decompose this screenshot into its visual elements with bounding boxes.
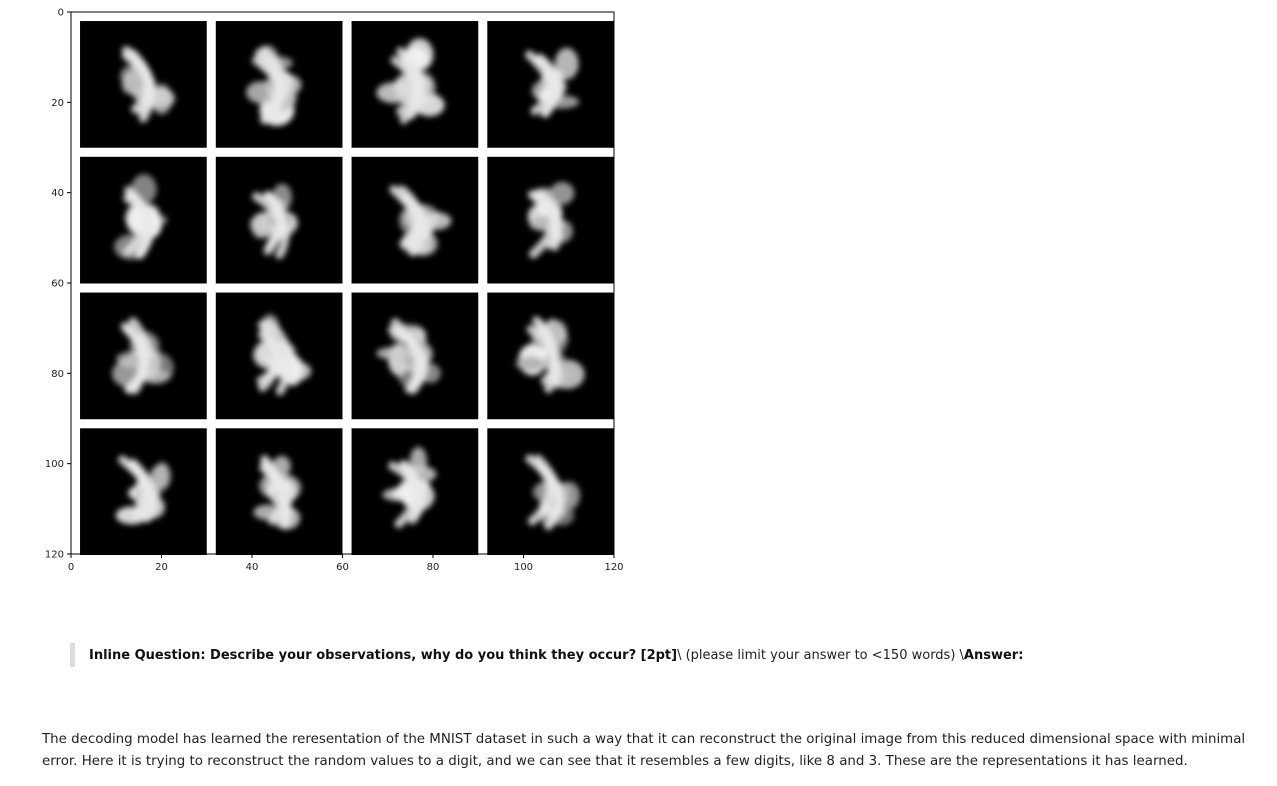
digit-blob	[119, 45, 175, 123]
sample-tile	[215, 428, 343, 555]
sample-tile	[80, 156, 207, 284]
sample-tile	[215, 156, 343, 284]
answer-label: Answer:	[963, 647, 1024, 663]
sample-tile	[80, 21, 207, 148]
x-tick-label: 20	[155, 562, 168, 573]
y-tick-label: 120	[45, 550, 64, 561]
y-tick-label: 60	[51, 279, 64, 290]
sample-tile	[80, 428, 207, 555]
digit-blob	[376, 38, 445, 125]
digit-blob	[527, 181, 575, 259]
sample-tile	[487, 428, 614, 555]
question-text: Inline Question: Describe your observati…	[89, 647, 678, 663]
y-tick-label: 40	[51, 188, 64, 199]
sample-tile	[487, 292, 614, 420]
x-tick-label: 60	[336, 562, 349, 573]
sample-tile	[351, 292, 479, 420]
digit-blob	[389, 185, 452, 257]
digit-blob	[382, 446, 437, 529]
x-tick-label: 100	[514, 562, 533, 573]
sample-tile	[215, 292, 343, 420]
sample-tile	[351, 428, 479, 555]
digit-blob	[112, 317, 174, 395]
image-tiles	[80, 21, 614, 555]
digit-blob	[250, 183, 298, 260]
x-tick-label: 0	[68, 562, 74, 573]
digit-blob	[246, 45, 302, 126]
digit-blob	[115, 455, 171, 525]
digit-blob	[114, 174, 168, 260]
y-tick-label: 80	[51, 369, 64, 380]
digit-blob	[515, 316, 585, 394]
sample-tile	[351, 156, 479, 284]
question-word-limit: \ (please limit your answer to <150 word…	[677, 647, 964, 663]
sample-tile	[351, 21, 479, 148]
y-tick-label: 100	[45, 459, 64, 470]
digit-blob	[524, 47, 580, 118]
digit-blob	[525, 454, 581, 531]
sample-tile	[487, 156, 614, 284]
generated-samples-figure: 0 20 40 60 80 100 120 0 20 40 60 80 100 120	[0, 0, 640, 590]
answer-paragraph: The decoding model has learned the reres…	[42, 732, 1246, 769]
digit-blob	[253, 314, 312, 396]
y-tick-label: 0	[58, 8, 64, 19]
y-tick-label: 20	[51, 98, 64, 109]
digit-blob	[376, 318, 441, 395]
sample-tile	[215, 21, 343, 148]
digit-blob	[253, 455, 302, 530]
x-tick-label: 120	[604, 562, 623, 573]
x-tick-label: 80	[427, 562, 440, 573]
sample-tile	[80, 292, 207, 420]
sample-tile	[487, 21, 614, 148]
inline-question-block: Inline Question: Describe your observati…	[70, 643, 1023, 667]
x-tick-label: 40	[246, 562, 259, 573]
